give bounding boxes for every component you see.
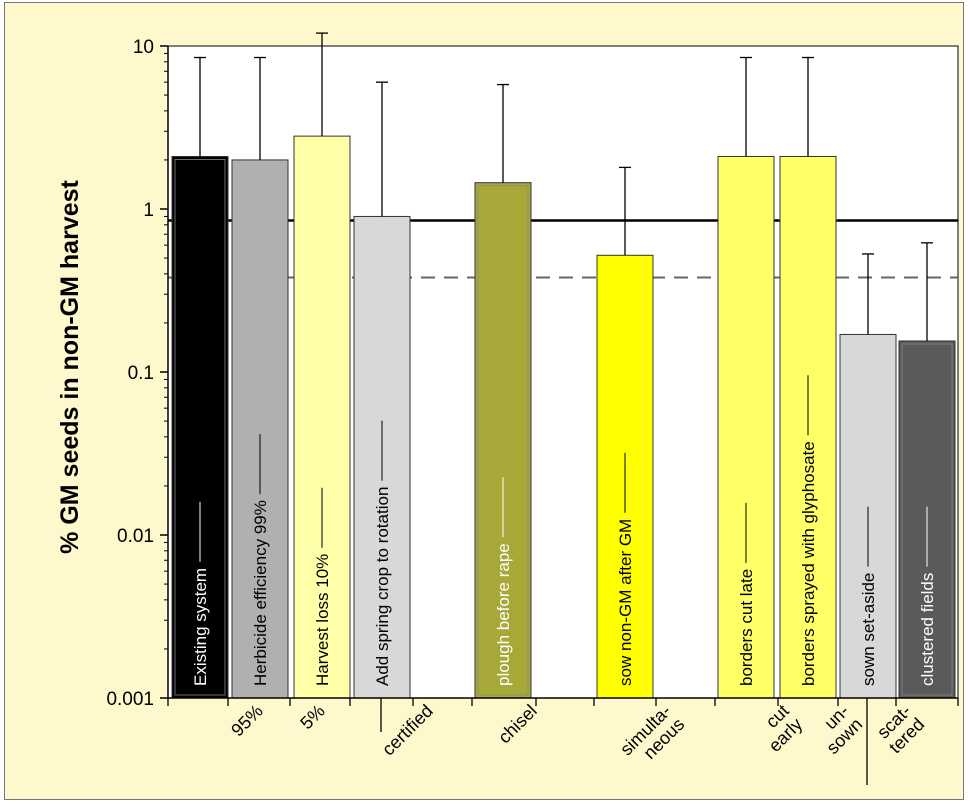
y-tick-label: 10 — [133, 37, 154, 58]
alt-option-label: chisel — [494, 701, 541, 748]
alt-option-label: simulta-neous — [616, 701, 688, 773]
bar-label: Add spring crop to rotation — [373, 487, 392, 686]
bar-label: borders sprayed with glyphosate — [799, 441, 818, 686]
y-tick-label: 1 — [143, 200, 154, 221]
bar-label: Herbicide efficiency 99% — [251, 500, 270, 686]
bar — [717, 155, 775, 699]
alt-option-label: 95% — [227, 701, 267, 741]
bar-inner-outline — [174, 159, 226, 696]
y-axis-label: % GM seeds in non-GM harvest — [56, 179, 84, 553]
alt-option-label: 5% — [296, 701, 329, 734]
alt-option-label: scat-tered — [872, 701, 929, 758]
alt-option-label: un-sown — [809, 701, 866, 758]
bar-inner-outline — [901, 343, 953, 696]
bar-label: sow non-GM after GM — [616, 519, 635, 686]
y-tick-label: 0.1 — [128, 363, 154, 384]
bar-label: plough before rape — [494, 543, 513, 686]
alt-option-label: cutearly — [751, 701, 806, 756]
alt-option-label: certified — [378, 701, 437, 760]
y-tick-label: 0.01 — [117, 526, 154, 547]
y-tick-label: 0.001 — [106, 689, 154, 710]
bar-label: Harvest loss 10% — [313, 554, 332, 686]
bar-label: clustered fields — [918, 573, 937, 686]
bar-label: borders cut late — [737, 569, 756, 686]
bar-inner-outline — [477, 185, 529, 696]
bar-label: sown set-aside — [859, 573, 878, 686]
bar-label: Existing system — [191, 568, 210, 686]
